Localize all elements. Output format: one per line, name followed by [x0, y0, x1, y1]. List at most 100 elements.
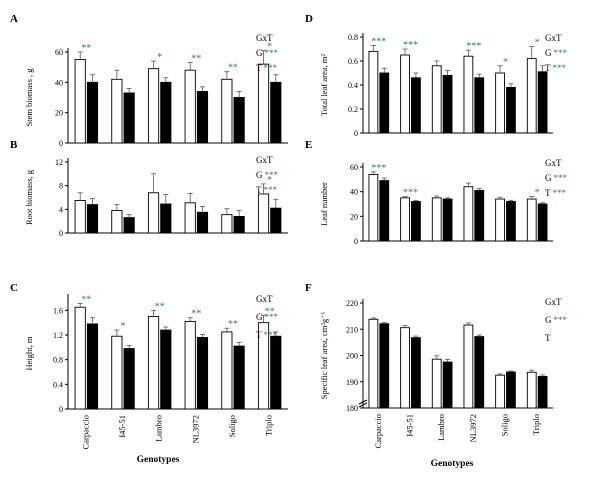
panel-letter: F	[305, 282, 312, 294]
y-axis-label: Root biomass, g	[24, 169, 34, 225]
legend-entry: G ***	[256, 170, 279, 180]
significance-stars: **	[191, 309, 201, 320]
legend-factor: T	[256, 185, 262, 195]
legend-factor: T	[545, 188, 551, 198]
significance-stars: **	[228, 63, 238, 74]
bar-treated	[86, 81, 99, 144]
y-axis-label: Height, m	[24, 336, 34, 370]
y-tick-label: 210	[346, 325, 358, 334]
bar-control	[257, 193, 270, 234]
bar-treated	[442, 74, 453, 134]
axis-break-mark	[358, 399, 368, 405]
y-tick-label: 0.4	[53, 380, 63, 389]
category-label: Soligo	[227, 415, 237, 437]
bar-treated	[379, 180, 390, 242]
y-tick-label: 4	[59, 205, 63, 214]
bar-control	[184, 69, 196, 144]
bar-control	[221, 331, 233, 410]
y-tick-label: 0.4	[348, 81, 358, 90]
bar-control	[495, 374, 505, 409]
bar-treated	[379, 323, 390, 409]
bar-control	[147, 316, 160, 410]
category-label: Lambro	[154, 415, 164, 442]
legend-factor: G	[256, 312, 263, 322]
bar-treated	[270, 335, 282, 410]
y-axis-label: Leaf number	[319, 182, 329, 226]
bar-treated	[506, 201, 516, 242]
bar-treated	[160, 329, 172, 410]
bar-control	[368, 173, 379, 242]
bar-control	[431, 197, 442, 242]
panel-f: F Specific leaf area, cm²g⁻¹ 180 190 200 210 2…	[305, 282, 568, 448]
bar-treated	[411, 201, 421, 242]
legend-entry: T ***	[256, 63, 278, 73]
panel-c: C Height, m 0 0.4 0.8 1.2 1.6 ** Carpaccio * I45-5…	[10, 282, 288, 449]
legend-stars: ***	[264, 63, 278, 73]
significance-stars: *	[535, 188, 540, 199]
legend-entry: G ***	[256, 312, 279, 322]
bar-control	[74, 200, 86, 234]
bar-control	[147, 68, 160, 144]
bar-control	[526, 198, 537, 242]
y-tick-label: 60	[55, 48, 63, 57]
y-axis-label: Stem biomass , g	[24, 68, 34, 127]
y-tick-label: 190	[346, 378, 358, 387]
y-tick-label: 0.8	[53, 356, 63, 365]
legend-factor: GxT	[256, 155, 273, 165]
legend-entry: T	[545, 333, 551, 343]
legend-entry: T ***	[545, 63, 567, 73]
bar-treated	[196, 211, 209, 234]
bar-treated	[233, 345, 245, 410]
bar-control	[400, 54, 410, 134]
significance-stars: *	[535, 38, 540, 49]
bar-control	[221, 78, 233, 144]
bar-control	[184, 202, 196, 234]
panel-letter: B	[10, 139, 18, 151]
category-label: I45-51	[404, 414, 414, 437]
y-axis-label: Specific leaf area, cm²g⁻¹	[319, 311, 329, 399]
category-label: Carpaccio	[80, 415, 90, 449]
legend-factor: T	[545, 333, 551, 343]
legend-entry: GxT	[545, 158, 562, 168]
legend-factor: GxT	[545, 158, 562, 168]
legend-entry: T ***	[256, 330, 278, 340]
bar-treated	[86, 323, 99, 410]
bar-control	[400, 197, 410, 242]
bar-treated	[196, 337, 209, 410]
bar-treated	[233, 215, 245, 234]
category-label: NL3972	[468, 414, 478, 442]
bar-control	[495, 72, 505, 134]
axis-break-mark	[358, 402, 368, 408]
category-label: Soligo	[499, 414, 509, 436]
bar-treated	[537, 71, 548, 134]
legend-entry: GxT	[256, 155, 273, 165]
y-tick-label: 0	[354, 129, 358, 138]
category-label: I45-51	[117, 415, 127, 438]
y-tick-label: 40	[55, 78, 63, 87]
bar-control	[526, 58, 537, 134]
bar-treated	[86, 204, 99, 234]
category-label: Carpaccio	[373, 414, 383, 448]
legend-factor: GxT	[256, 33, 273, 43]
legend-factor: GxT	[545, 33, 562, 43]
y-tick-label: 0	[59, 139, 63, 148]
bar-treated	[160, 203, 172, 234]
y-tick-label: 0	[59, 229, 63, 238]
bar-control	[526, 371, 537, 409]
significance-stars: ***	[371, 163, 386, 174]
legend-entry: T ***	[545, 188, 567, 198]
panel-letter: D	[305, 13, 313, 25]
y-tick-label: 0.8	[348, 33, 358, 42]
bar-treated	[506, 371, 516, 409]
bar-control	[184, 320, 196, 410]
significance-stars: **	[155, 301, 165, 312]
bar-treated	[442, 361, 453, 409]
legend-stars: ***	[554, 315, 568, 325]
legend-entry: GxT	[545, 297, 562, 307]
significance-stars: **	[81, 43, 91, 54]
bar-treated	[233, 97, 245, 144]
significance-stars: *	[157, 52, 162, 63]
bar-treated	[379, 72, 390, 134]
